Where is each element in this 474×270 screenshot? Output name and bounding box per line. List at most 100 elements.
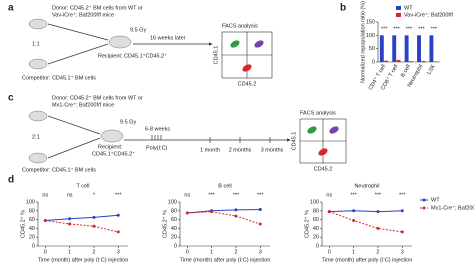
- y-tick-label: 80: [171, 208, 177, 214]
- facs-title: FACS analysis: [300, 110, 336, 116]
- donor-text: Mx1-Cre⁺; Baf200f/f mice: [52, 101, 114, 108]
- significance: ***: [350, 192, 357, 198]
- x-tick-label: 2: [376, 249, 379, 255]
- y-axis-label: CD45.1: [213, 46, 219, 65]
- y-tick-label: 20: [171, 235, 177, 241]
- x-tick-label: 2: [92, 249, 95, 255]
- point: [376, 210, 380, 214]
- series-line: [45, 214, 119, 221]
- treatment: Poly(I:C): [146, 145, 168, 151]
- series-line: [45, 219, 119, 233]
- point: [352, 209, 356, 213]
- recipient: CD45.1⁺CD45.2⁺: [92, 150, 135, 157]
- chart-title: B cell: [218, 183, 231, 189]
- point: [116, 230, 120, 234]
- y-tick-label: 40: [29, 226, 35, 232]
- panel-label: b: [340, 3, 346, 14]
- point: [43, 218, 47, 222]
- y-tick-label: 40: [313, 226, 319, 232]
- legend-swatch: [396, 13, 401, 17]
- point: [258, 222, 262, 226]
- significance: ***: [257, 192, 264, 198]
- dose: 9.5 Gy: [120, 119, 136, 125]
- point: [234, 214, 238, 218]
- panel-label: d: [8, 175, 14, 186]
- ratio: 1:1: [32, 41, 40, 47]
- y-tick-label: 150: [366, 19, 375, 25]
- x-tick-label: 1: [210, 249, 213, 255]
- x-tick-label: LSK: [426, 63, 437, 75]
- y-tick-label: 0: [316, 243, 319, 249]
- recipient: Recipient: CD45.1⁺CD45.2⁺: [98, 52, 167, 59]
- point: [116, 213, 120, 217]
- y-tick-label: 100: [366, 33, 375, 39]
- y-tick-label: 40: [171, 226, 177, 232]
- point: [400, 209, 404, 213]
- legend-marker: [422, 198, 426, 202]
- point: [92, 224, 96, 228]
- significance: ns: [67, 192, 73, 198]
- x-tick-label: 0: [186, 249, 189, 255]
- x-axis-label: CD45.2: [314, 166, 333, 172]
- donor-text: Vav-iCre⁺; Baf200f/f mice: [52, 11, 114, 18]
- x-axis-label: Time (month) after poly (I:C) injection: [38, 257, 129, 263]
- y-tick-label: 80: [313, 208, 319, 214]
- bar: [421, 60, 426, 62]
- y-tick-label: 60: [313, 217, 319, 223]
- recipient: Recipient:: [98, 144, 123, 150]
- interval: 6-8 weeks: [145, 126, 170, 132]
- interval: 16 weeks later: [150, 35, 186, 41]
- y-axis-label: CD45.2⁺ %: [161, 210, 168, 238]
- y-tick-label: 0: [174, 243, 177, 249]
- significance: ns: [184, 192, 190, 198]
- y-tick-label: 0: [372, 59, 375, 65]
- chart-title: Neutrophil: [354, 183, 379, 189]
- series-line: [329, 211, 403, 233]
- y-axis-label: CD45.2⁺ %: [19, 210, 26, 238]
- mouse-icons: [28, 18, 132, 70]
- legend-label: WT: [404, 5, 413, 11]
- competitor: Competitor: CD45.1⁺ BM cells: [22, 166, 96, 173]
- panel-label: c: [8, 93, 14, 104]
- significance: ***: [233, 192, 240, 198]
- x-tick-label: 2: [234, 249, 237, 255]
- point: [185, 211, 189, 215]
- point: [68, 222, 72, 226]
- significance: ***: [115, 192, 122, 198]
- significance: ***: [375, 192, 382, 198]
- legend-label: Vav-iCre⁺; Baf200f/f: [404, 11, 453, 18]
- x-tick-label: 3: [259, 249, 262, 255]
- facs-title: FACS analysis: [222, 23, 258, 29]
- x-axis-label: Time (month) after poly (I:C) injection: [322, 257, 413, 263]
- x-tick-label: 0: [328, 249, 331, 255]
- y-tick-label: 80: [29, 208, 35, 214]
- point: [234, 208, 238, 212]
- y-tick-label: 100: [310, 199, 319, 205]
- series-line: [187, 211, 261, 225]
- point: [376, 226, 380, 230]
- x-tick-label: 0: [44, 249, 47, 255]
- timepoint: 3 months: [261, 147, 284, 153]
- bar: [384, 60, 389, 62]
- point: [327, 210, 331, 214]
- timeline-ticks: [151, 135, 271, 143]
- point: [400, 230, 404, 234]
- arrows: [47, 115, 290, 159]
- bar: [417, 35, 421, 62]
- bar: [433, 61, 438, 62]
- facs-plot: [221, 31, 273, 79]
- bar: [396, 59, 401, 62]
- legend-label: WT: [431, 197, 440, 203]
- legend-marker: [422, 206, 426, 210]
- y-axis-label: CD45.2⁺ %: [303, 210, 310, 238]
- significance: ***: [381, 26, 388, 32]
- bar: [429, 35, 434, 62]
- x-tick-label: 3: [117, 249, 120, 255]
- ratio: 2:1: [32, 134, 40, 140]
- y-tick-label: 60: [171, 217, 177, 223]
- point: [210, 210, 214, 214]
- x-axis-label: Time (month) after poly (I:C) injection: [180, 257, 271, 263]
- y-tick-label: 100: [168, 199, 177, 205]
- competitor: Competitor: CD45.1⁺ BM cells: [22, 74, 96, 81]
